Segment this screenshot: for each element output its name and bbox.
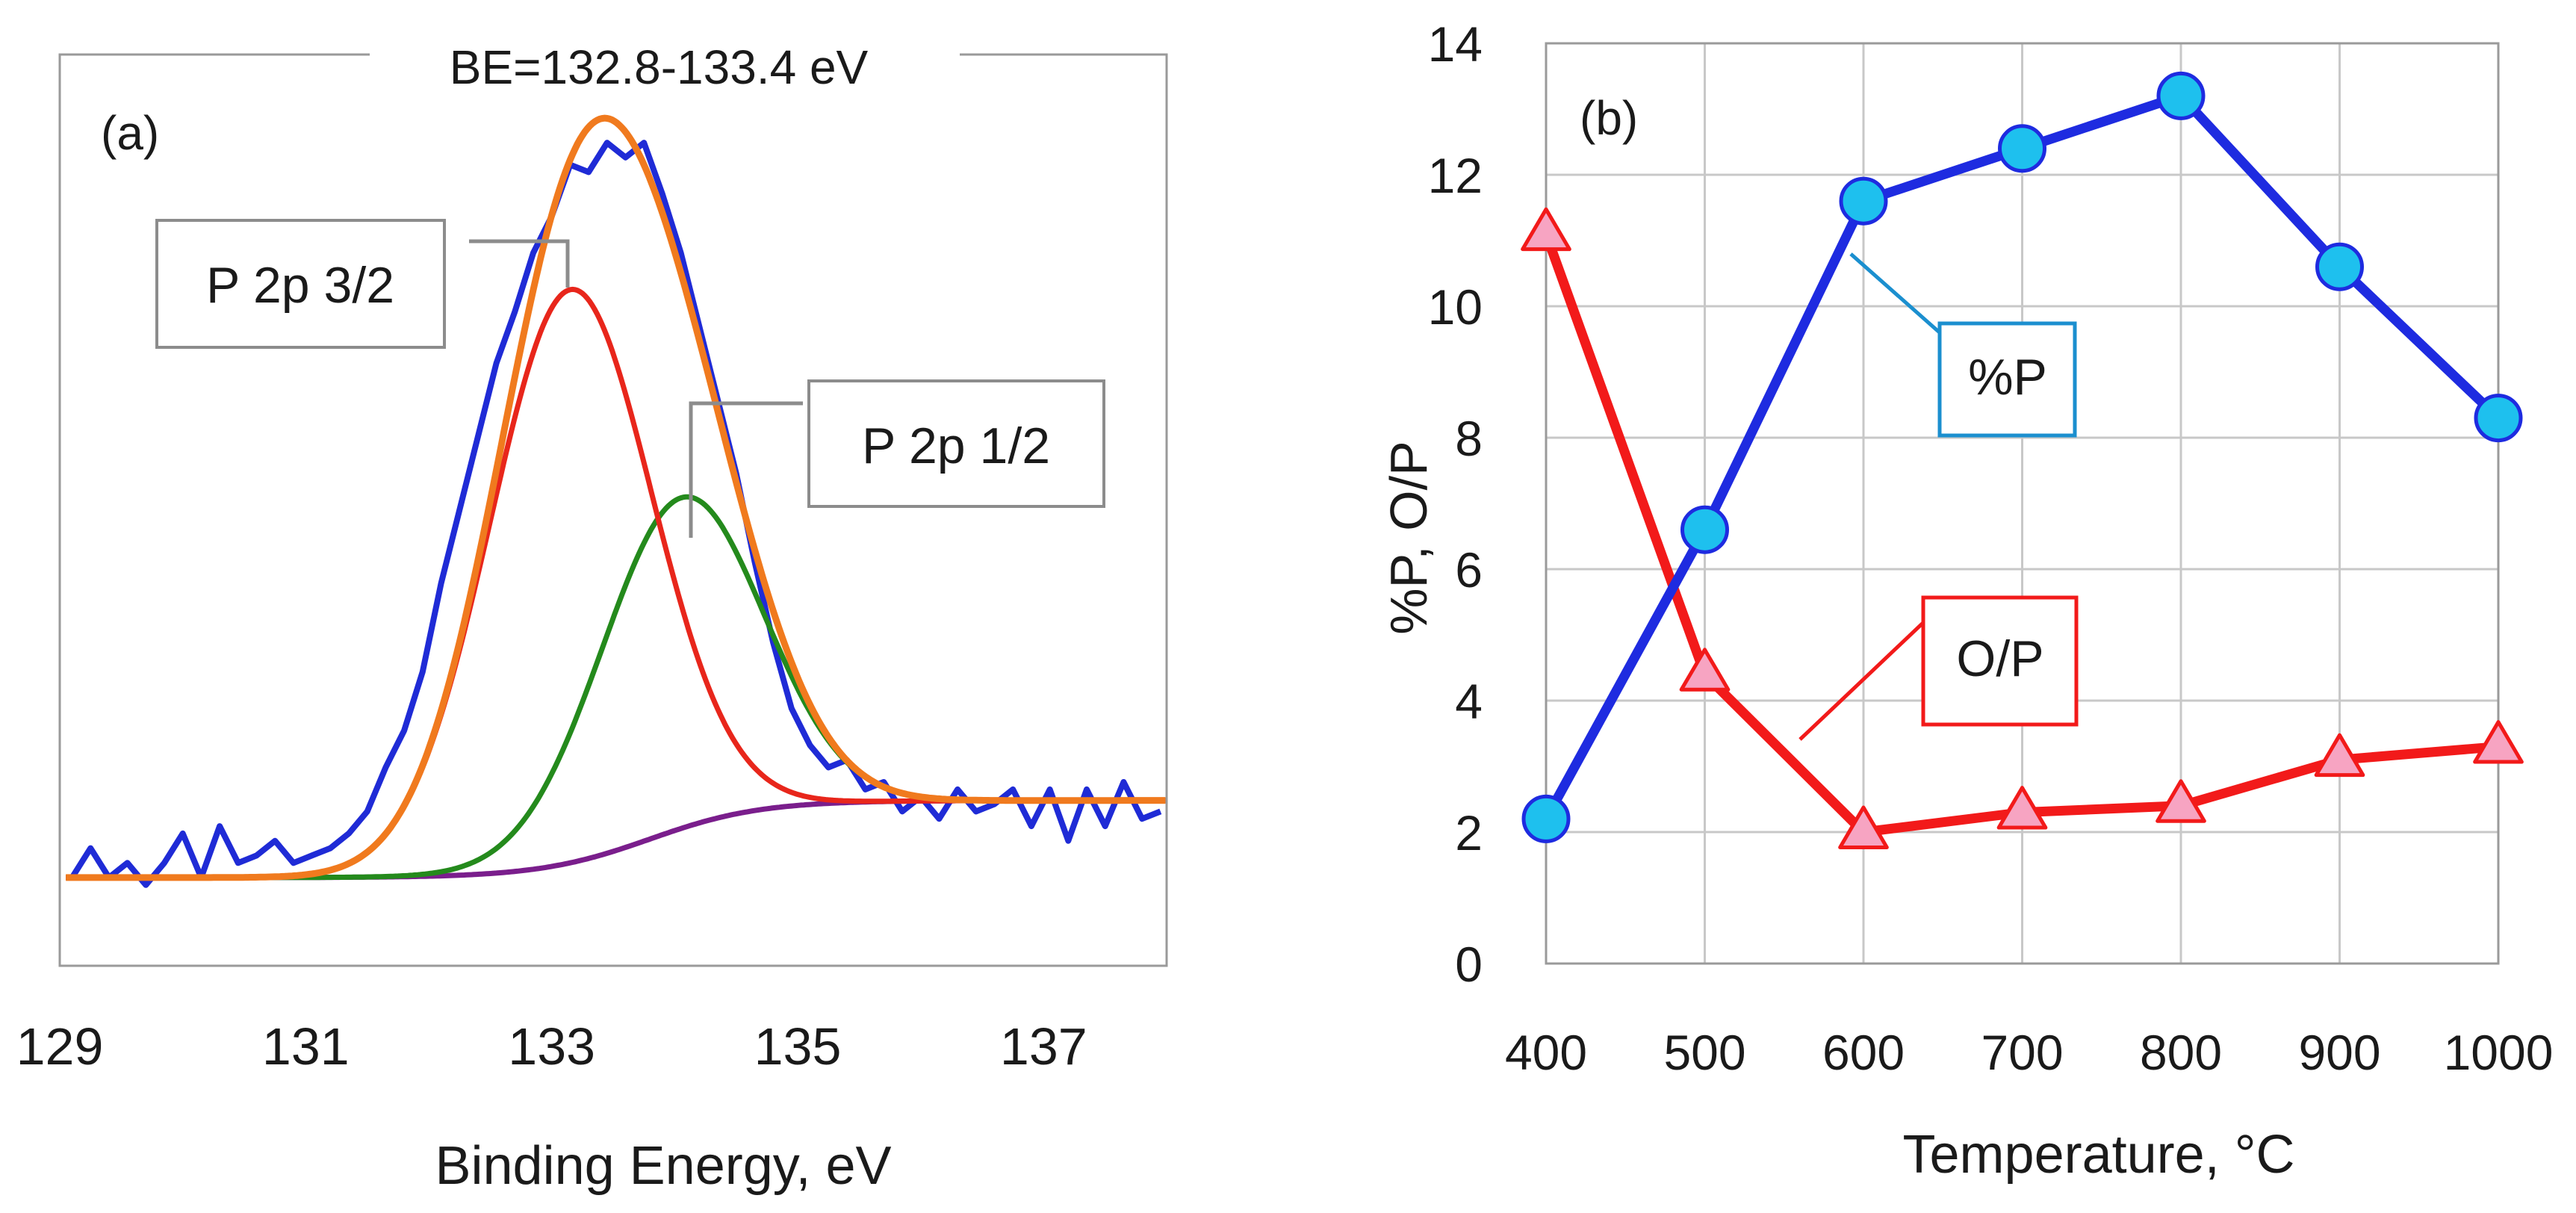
panel-b-x-tick-label: 400 — [1505, 1025, 1587, 1080]
panel-b-y-tick-label: 6 — [1455, 542, 1483, 598]
series-measured-spectrum — [69, 140, 1162, 888]
series-percent-p — [1521, 71, 2523, 843]
panel-b-y-tick-label: 10 — [1428, 279, 1483, 335]
series-p2p32-component — [66, 286, 1166, 881]
panel-b-composition-vs-temperature: (b) 0 2 4 6 8 10 12 14 400 500 600 700 800 900 1000 %… — [1379, 16, 2553, 1185]
panel-b-x-tick-label: 800 — [2140, 1025, 2222, 1080]
panel-b-label: (b) — [1580, 91, 1638, 145]
legend-leader-percent-p — [1849, 252, 1949, 341]
data-point-o-over-p — [1996, 786, 2048, 830]
legend-text-o-over-p: O/P — [1956, 630, 2043, 687]
data-point-o-over-p — [1521, 207, 1571, 252]
panel-b-x-axis-label: Temperature, °C — [1903, 1125, 2295, 1185]
panel-a-x-tick-label: 133 — [508, 1017, 595, 1076]
panel-a-x-axis-label: Binding Energy, eV — [435, 1136, 891, 1196]
panel-a-x-tick-label: 129 — [16, 1017, 104, 1076]
panel-b-y-axis-label: %P, O/P — [1379, 441, 1438, 634]
panel-a-x-tick-label: 137 — [1000, 1017, 1087, 1076]
panel-a-plot-frame — [58, 53, 1168, 967]
panel-a-xps-spectrum: BE=132.8-133.4 eV (a) 129 131 133 135 137 Bi… — [16, 37, 1168, 1196]
data-point-percent-p — [1998, 124, 2046, 173]
series-envelope-fit — [66, 114, 1166, 881]
panel-b-series — [1521, 71, 2524, 849]
data-point-o-over-p — [2156, 779, 2206, 823]
panel-a-label: (a) — [101, 106, 159, 160]
legend-leader-o-over-p — [1798, 616, 1930, 741]
panel-b-x-tick-label: 500 — [1663, 1025, 1745, 1080]
series-background — [66, 798, 1166, 881]
data-point-percent-p — [2315, 242, 2364, 291]
annotation-leader-p2p32 — [469, 239, 570, 288]
data-point-o-over-p — [1679, 648, 1731, 692]
panel-b-x-tick-label: 1000 — [2444, 1025, 2554, 1080]
panel-b-y-tick-label: 12 — [1428, 148, 1483, 203]
data-point-o-over-p — [2314, 733, 2365, 778]
panel-b-x-tick-label: 700 — [1981, 1025, 2063, 1080]
panel-b-x-tick-labels: 400 500 600 700 800 900 1000 — [1505, 1025, 2553, 1080]
annotation-box-p2p12 — [807, 379, 1105, 508]
legend-box-o-over-p — [1921, 595, 2079, 727]
legend-box-percent-p — [1937, 321, 2077, 438]
panel-a-curves — [66, 114, 1166, 888]
panel-b-y-tick-label: 4 — [1455, 674, 1483, 729]
panel-a-title: BE=132.8-133.4 eV — [450, 40, 869, 94]
panel-b-x-tick-label: 900 — [2298, 1025, 2380, 1080]
annotation-leader-p2p12 — [689, 401, 803, 538]
annotation-text-p2p12: P 2p 1/2 — [862, 418, 1050, 474]
panel-a-x-tick-labels: 129 131 133 135 137 — [16, 1017, 1087, 1076]
series-o-over-p — [1521, 207, 2524, 849]
annotation-text-p2p32: P 2p 3/2 — [206, 257, 394, 314]
data-point-percent-p — [1680, 505, 1729, 554]
panel-a-x-tick-label: 135 — [754, 1017, 842, 1076]
data-point-o-over-p — [2473, 720, 2524, 764]
panel-a-title-backdrop — [370, 37, 960, 75]
annotation-box-p2p32 — [155, 219, 446, 349]
panel-b-y-tick-label: 2 — [1455, 805, 1483, 860]
data-point-percent-p — [1521, 794, 1571, 843]
series-p2p12-component — [66, 494, 1166, 881]
panel-b-y-tick-label: 0 — [1455, 937, 1483, 992]
panel-b-plot-frame — [1545, 42, 2500, 965]
panel-b-y-tick-label: 14 — [1428, 16, 1483, 72]
data-point-percent-p — [2474, 394, 2523, 443]
panel-b-y-tick-labels: 0 2 4 6 8 10 12 14 — [1428, 16, 1483, 992]
panel-b-x-tick-label: 600 — [1822, 1025, 1905, 1080]
data-point-percent-p — [2156, 71, 2206, 120]
legend-text-percent-p: %P — [1968, 349, 2047, 406]
data-point-o-over-p — [1838, 805, 1889, 849]
panel-a-x-tick-label: 131 — [262, 1017, 350, 1076]
panel-b-y-tick-label: 8 — [1455, 411, 1483, 466]
data-point-percent-p — [1839, 176, 1888, 226]
